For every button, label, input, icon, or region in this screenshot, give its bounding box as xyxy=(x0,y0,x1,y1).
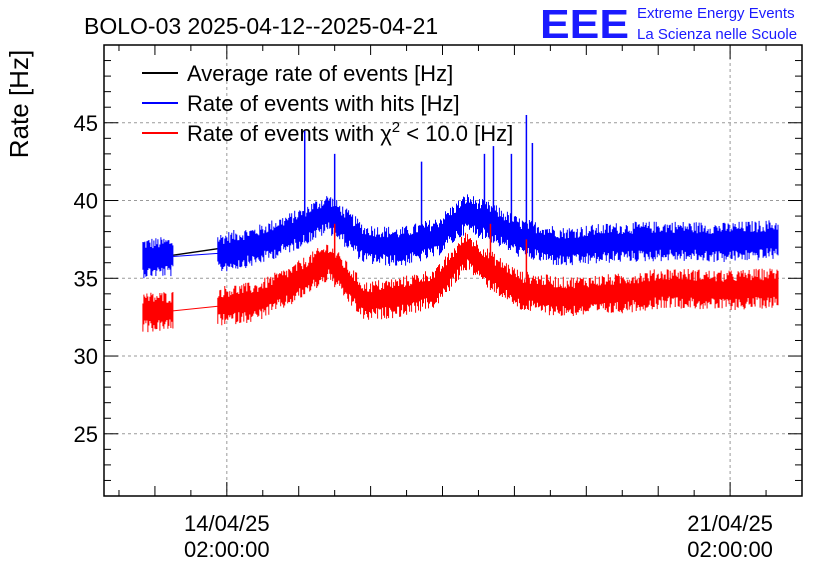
legend: Average rate of events [Hz] Rate of event… xyxy=(142,61,513,146)
x-tick-label-date: 14/04/25 xyxy=(184,511,270,536)
eee-logo: EEE Extreme Energy Events La Scienza nel… xyxy=(540,1,797,47)
chart-title: BOLO-03 2025-04-12--2025-04-21 xyxy=(84,13,438,39)
eee-logo-line2: La Scienza nelle Scuole xyxy=(637,26,797,43)
series-1 xyxy=(142,114,779,279)
y-tick-label: 45 xyxy=(74,111,98,136)
series-layer xyxy=(142,114,779,333)
y-tick-label: 35 xyxy=(74,266,98,291)
y-tick-label: 25 xyxy=(74,422,98,447)
series-band xyxy=(142,232,779,333)
axis-layer: 253035404514/04/2502:00:0021/04/2502:00:… xyxy=(74,44,803,562)
x-tick-label-time: 02:00:00 xyxy=(687,537,773,562)
eee-logo-letters: EEE xyxy=(540,1,629,47)
eee-logo-line1: Extreme Energy Events xyxy=(637,5,795,22)
y-tick-label: 30 xyxy=(74,344,98,369)
plot-frame xyxy=(103,44,803,497)
x-tick-label-time: 02:00:00 xyxy=(184,537,270,562)
legend-label: Average rate of events [Hz] xyxy=(187,61,453,86)
y-axis-label: Rate [Hz] xyxy=(4,50,34,158)
series-2 xyxy=(142,223,779,333)
x-tick-label-date: 21/04/25 xyxy=(687,511,773,536)
legend-label: Rate of events with χ2 < 10.0 [Hz] xyxy=(187,119,513,146)
legend-label: Rate of events with hits [Hz] xyxy=(187,91,460,116)
series-band xyxy=(142,194,779,279)
y-tick-label: 40 xyxy=(74,189,98,214)
